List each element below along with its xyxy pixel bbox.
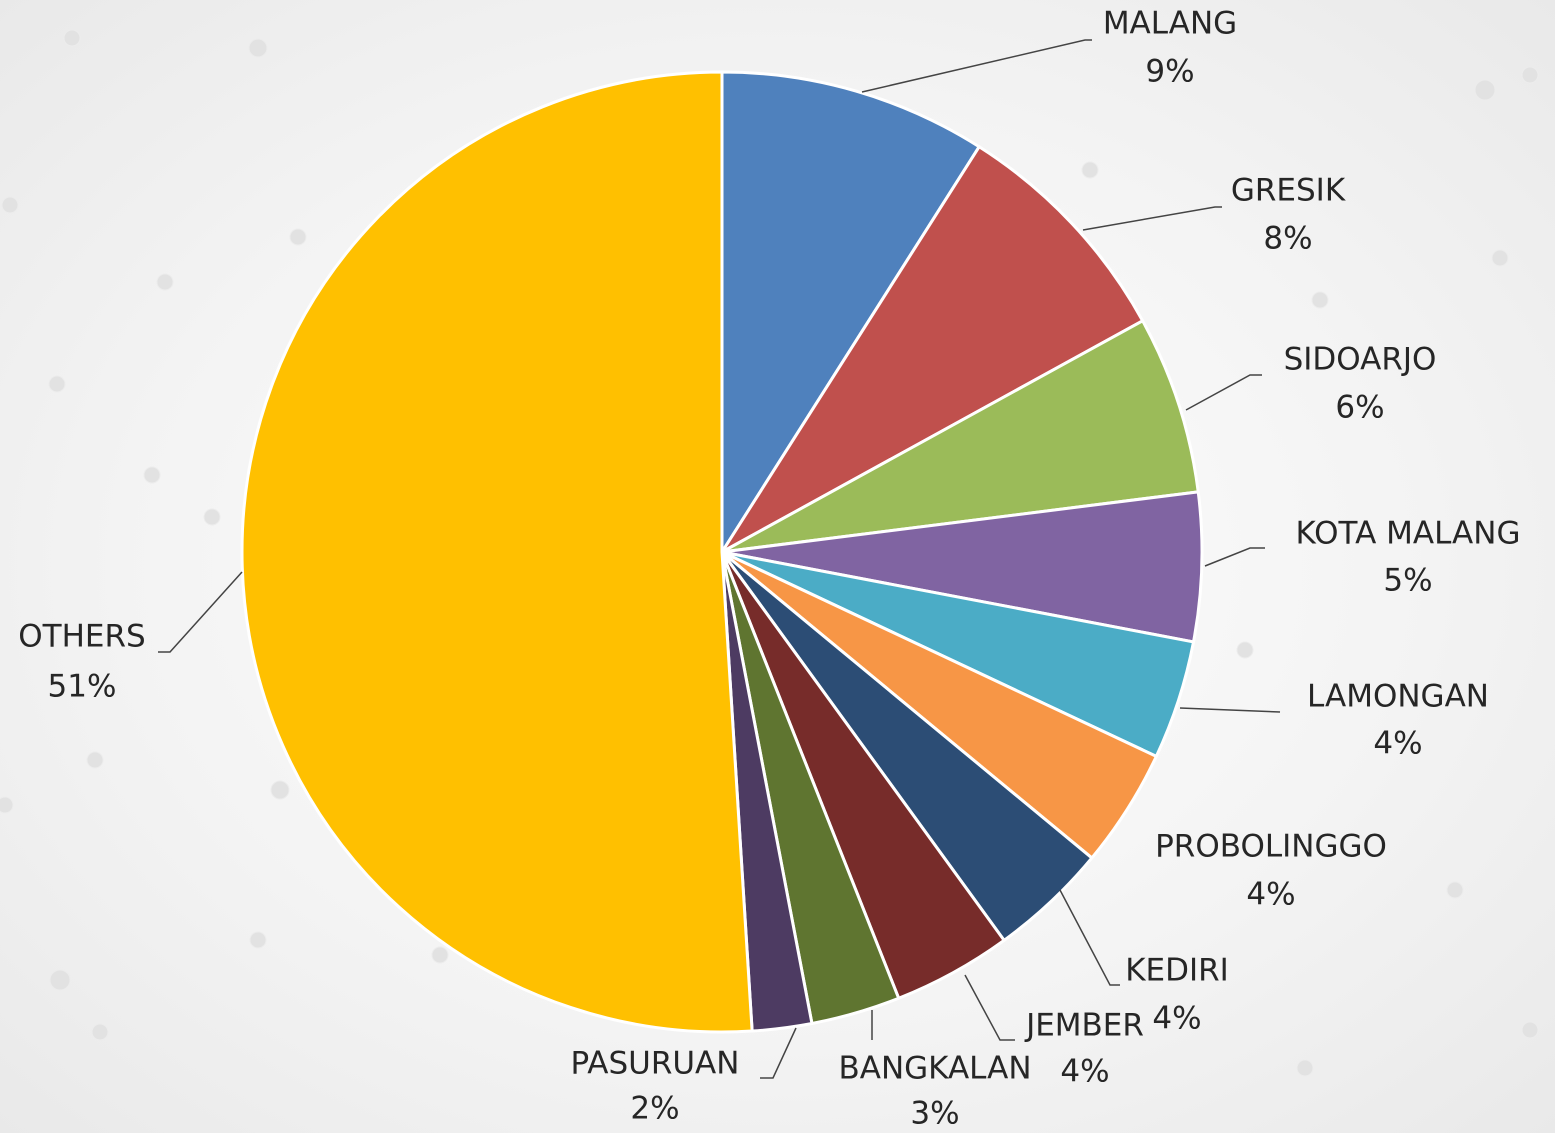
slice-value-label: 4% [1246, 877, 1295, 913]
slice-value-label: 4% [1152, 1001, 1201, 1037]
leader-line [1059, 889, 1120, 986]
leader-line [861, 39, 1092, 93]
leader-line [158, 571, 243, 653]
pie-slice [720, 145, 1145, 554]
leader-line [964, 974, 1015, 1041]
pie-slice [720, 319, 1200, 554]
slice-label: MALANG [1103, 6, 1237, 42]
slice-label: KOTA MALANG [1296, 516, 1521, 552]
leader-line [1082, 206, 1222, 231]
slice-label: PROBOLINGGO [1155, 829, 1387, 865]
slice-label: OTHERS [18, 619, 145, 655]
background-network [0, 29, 1539, 1077]
slice-label: PASURUAN [571, 1046, 740, 1082]
slice-label: LAMONGAN [1307, 679, 1489, 715]
leader-line [1179, 707, 1281, 713]
leader-line [760, 1027, 797, 1079]
slice-value-label: 6% [1335, 390, 1384, 426]
slice-label: GRESIK [1231, 173, 1346, 209]
slice-value-label: 5% [1383, 563, 1432, 599]
slice-value-label: 51% [48, 669, 117, 705]
slice-label: BANGKALAN [838, 1051, 1031, 1087]
slice-value-label: 2% [630, 1091, 679, 1127]
slice-value-label: 9% [1145, 54, 1194, 90]
slice-label: KEDIRI [1125, 953, 1229, 989]
slice-label: JEMBER [1024, 1008, 1144, 1044]
pie-slice [240, 70, 754, 1034]
slice-label: SIDOARJO [1284, 342, 1437, 378]
slice-value-label: 4% [1060, 1054, 1109, 1090]
slice-value-label: 8% [1263, 221, 1312, 257]
slice-value-label: 4% [1373, 726, 1422, 762]
pie-slice [720, 70, 981, 554]
pie-slice [720, 490, 1204, 644]
slice-value-label: 3% [910, 1096, 959, 1132]
leader-line [1204, 547, 1265, 567]
leader-line [1185, 374, 1262, 411]
